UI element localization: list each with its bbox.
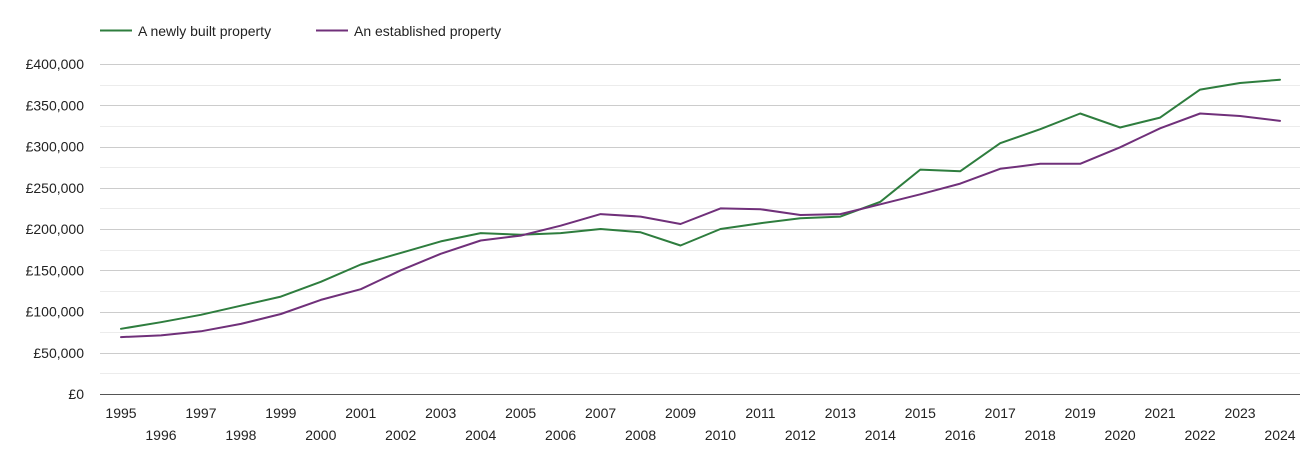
legend-label: A newly built property	[138, 23, 271, 39]
x-tick-label: 2000	[305, 427, 336, 443]
x-tick-label: 1996	[145, 427, 176, 443]
x-tick-label: 2022	[1184, 427, 1215, 443]
x-tick-label: 2010	[705, 427, 736, 443]
y-tick-label: £250,000	[26, 180, 85, 196]
y-axis: £0 £50,000 £100,000 £150,000 £200,000 £250,00…	[26, 56, 85, 402]
legend-item-2[interactable]: An established property	[316, 23, 501, 39]
legend: A newly built property An established pro…	[100, 23, 501, 39]
x-tick-label: 2016	[945, 427, 976, 443]
y-tick-label: £100,000	[26, 304, 85, 320]
x-tick-label: 2017	[985, 405, 1016, 421]
x-tick-label: 2006	[545, 427, 576, 443]
gridlines	[100, 64, 1300, 395]
legend-item-1[interactable]: A newly built property	[100, 23, 271, 39]
x-tick-label: 2020	[1105, 427, 1136, 443]
y-tick-label: £0	[68, 386, 84, 402]
y-tick-label: £200,000	[26, 221, 85, 237]
x-tick-label: 2019	[1065, 405, 1096, 421]
x-tick-label: 2008	[625, 427, 656, 443]
x-tick-label: 2005	[505, 405, 536, 421]
x-tick-label: 2021	[1145, 405, 1176, 421]
x-tick-label: 2023	[1224, 405, 1255, 421]
x-tick-label: 1998	[225, 427, 256, 443]
y-tick-label: £400,000	[26, 56, 85, 72]
series-line-1	[120, 78, 1281, 330]
legend-label: An established property	[354, 23, 501, 39]
x-tick-label: 2009	[665, 405, 696, 421]
y-tick-label: £150,000	[26, 262, 85, 278]
x-tick-label: 2001	[345, 405, 376, 421]
x-axis: 1995 1996 1997 1998 1999 2000 2001 2002 2003 2004…	[105, 405, 1295, 443]
x-tick-label: 2003	[425, 405, 456, 421]
x-tick-label: 1995	[105, 405, 136, 421]
x-tick-label: 1999	[265, 405, 296, 421]
x-tick-label: 2024	[1264, 427, 1295, 443]
x-tick-label: 2011	[745, 405, 775, 421]
x-tick-label: 2018	[1025, 427, 1056, 443]
x-tick-label: 2012	[785, 427, 816, 443]
series-lines	[120, 78, 1281, 339]
x-tick-label: 2013	[825, 405, 856, 421]
x-tick-label: 2007	[585, 405, 616, 421]
x-tick-label: 1997	[185, 405, 216, 421]
y-tick-label: £50,000	[33, 345, 84, 361]
y-tick-label: £350,000	[26, 97, 85, 113]
x-tick-label: 2014	[865, 427, 896, 443]
x-tick-label: 2015	[905, 405, 936, 421]
x-tick-label: 2004	[465, 427, 496, 443]
y-tick-label: £300,000	[26, 139, 85, 155]
x-tick-label: 2002	[385, 427, 416, 443]
series-line-2	[120, 112, 1281, 339]
